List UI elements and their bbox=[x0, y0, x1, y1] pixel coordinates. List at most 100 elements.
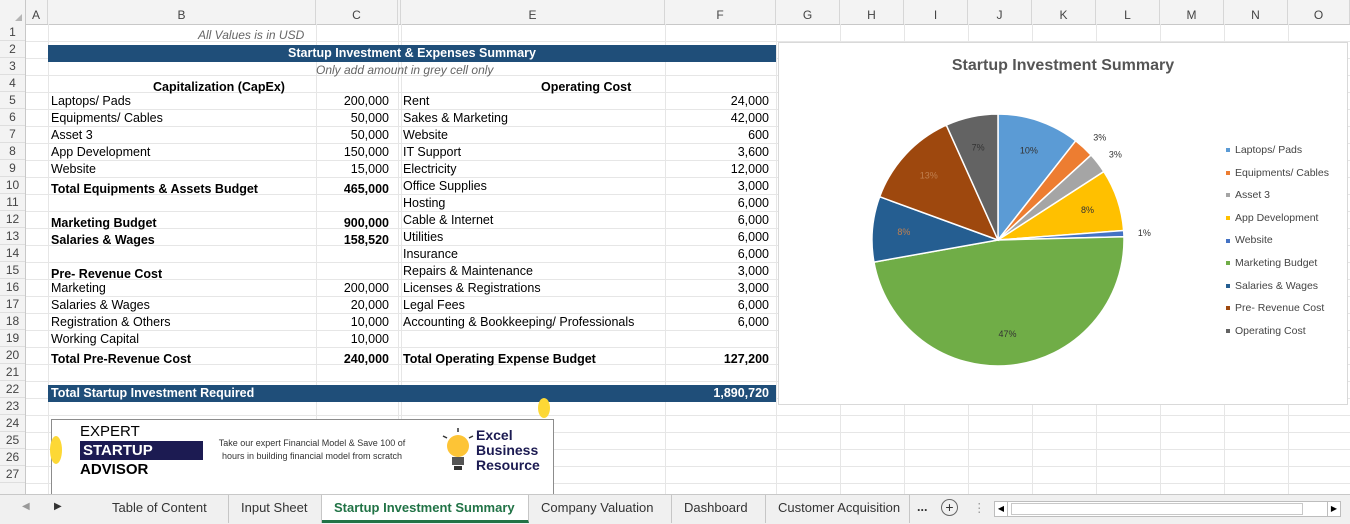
sheet-tab[interactable]: Startup Investment Summary bbox=[322, 495, 529, 523]
opex-item-value[interactable]: 6,000 bbox=[737, 196, 769, 210]
row-header-cell[interactable]: 6 bbox=[0, 109, 25, 126]
sheet-tab[interactable]: Table of Content bbox=[100, 495, 229, 523]
opex-item-value[interactable]: 42,000 bbox=[730, 111, 769, 125]
capex-item-value[interactable]: 15,000 bbox=[350, 162, 389, 176]
row-header-cell[interactable]: 4 bbox=[0, 75, 25, 92]
opex-total-value[interactable]: 127,200 bbox=[723, 352, 769, 366]
pie-data-label: 1% bbox=[1138, 228, 1151, 238]
gridline-horizontal bbox=[25, 466, 1350, 467]
salaries-value[interactable]: 158,520 bbox=[343, 233, 389, 247]
scrollbar-left-icon[interactable]: ◀ bbox=[995, 502, 1008, 516]
opex-item-value[interactable]: 6,000 bbox=[737, 298, 769, 312]
sheet-tab[interactable]: Dashboard bbox=[672, 495, 766, 523]
row-header-cell[interactable]: 23 bbox=[0, 398, 25, 415]
scrollbar-right-icon[interactable]: ▶ bbox=[1327, 502, 1340, 516]
promo-banner[interactable]: EXPERT STARTUP ADVISOR Take our expert F… bbox=[51, 419, 554, 496]
row-header-cell[interactable]: 7 bbox=[0, 126, 25, 143]
capex-item-value[interactable]: 50,000 bbox=[350, 111, 389, 125]
row-header-cell[interactable]: 10 bbox=[0, 177, 25, 194]
row-header-cell[interactable]: 5 bbox=[0, 92, 25, 109]
sheet-tab[interactable]: Customer Acquisition bbox=[766, 495, 910, 523]
row-header-cell[interactable]: 13 bbox=[0, 228, 25, 245]
more-tabs[interactable]: ... bbox=[917, 500, 928, 514]
capex-total-value[interactable]: 465,000 bbox=[343, 182, 389, 196]
row-header-cell[interactable]: 18 bbox=[0, 313, 25, 330]
capex-item-value[interactable]: 200,000 bbox=[343, 94, 389, 108]
capex-item-value[interactable]: 50,000 bbox=[350, 128, 389, 142]
row-header-cell[interactable]: 17 bbox=[0, 296, 25, 313]
row-header-cell[interactable]: 1 bbox=[0, 24, 25, 41]
row-header-cell[interactable]: 12 bbox=[0, 211, 25, 228]
column-header-cell[interactable]: J bbox=[968, 0, 1032, 24]
sheet-tab[interactable]: Input Sheet bbox=[229, 495, 322, 523]
row-header-cell[interactable]: 8 bbox=[0, 143, 25, 160]
legend-entry: Laptops/ Pads bbox=[1226, 143, 1302, 157]
marketing-budget-value[interactable]: 900,000 bbox=[343, 216, 389, 230]
opex-item-value[interactable]: 6,000 bbox=[737, 247, 769, 261]
scrollbar-thumb[interactable] bbox=[1011, 503, 1303, 515]
pie-slice[interactable] bbox=[997, 113, 1077, 243]
column-header-cell[interactable]: L bbox=[1096, 0, 1160, 24]
row-header-cell[interactable]: 26 bbox=[0, 449, 25, 466]
pie-slice[interactable] bbox=[873, 236, 1125, 367]
column-header-cell[interactable]: F bbox=[665, 0, 776, 24]
split-handle-icon[interactable]: ⋮ bbox=[973, 501, 986, 515]
add-sheet-icon[interactable]: + bbox=[941, 499, 958, 516]
column-header-cell[interactable] bbox=[398, 0, 401, 24]
row-header-cell[interactable]: 9 bbox=[0, 160, 25, 177]
opex-item-value[interactable]: 3,000 bbox=[737, 179, 769, 193]
horizontal-scrollbar[interactable]: ◀ ▶ bbox=[994, 501, 1341, 517]
row-header-cell[interactable]: 11 bbox=[0, 194, 25, 211]
row-header-cell[interactable]: 2 bbox=[0, 41, 25, 58]
legend-label: Asset 3 bbox=[1235, 189, 1271, 202]
row-header-cell[interactable]: 14 bbox=[0, 245, 25, 262]
row-header-cell[interactable]: 3 bbox=[0, 58, 25, 75]
opex-item-value[interactable]: 3,600 bbox=[737, 145, 769, 159]
row-header-cell[interactable]: 19 bbox=[0, 330, 25, 347]
prerev-item-value[interactable]: 20,000 bbox=[350, 298, 389, 312]
row-header-cell[interactable]: 24 bbox=[0, 415, 25, 432]
opex-item-value[interactable]: 600 bbox=[748, 128, 769, 142]
prerev-item-value[interactable]: 10,000 bbox=[350, 315, 389, 329]
column-header-cell[interactable]: B bbox=[48, 0, 316, 24]
column-header-cell[interactable]: M bbox=[1160, 0, 1224, 24]
opex-item-value[interactable]: 3,000 bbox=[737, 264, 769, 278]
capex-item-value[interactable]: 150,000 bbox=[343, 145, 389, 159]
opex-item-value[interactable]: 6,000 bbox=[737, 230, 769, 244]
pie-slice[interactable] bbox=[878, 124, 1000, 242]
column-header-cell[interactable]: G bbox=[776, 0, 840, 24]
opex-item-value[interactable]: 6,000 bbox=[737, 315, 769, 329]
column-header-cell[interactable]: E bbox=[401, 0, 665, 24]
prerev-total-value[interactable]: 240,000 bbox=[343, 352, 389, 366]
legend-swatch bbox=[1226, 216, 1230, 221]
opex-item-value[interactable]: 12,000 bbox=[730, 162, 769, 176]
row-header-cell[interactable]: 16 bbox=[0, 279, 25, 296]
column-header-cell[interactable]: A bbox=[25, 0, 48, 24]
pie-slice[interactable] bbox=[945, 113, 999, 241]
row-header-cell[interactable]: 25 bbox=[0, 432, 25, 449]
column-header-cell[interactable]: C bbox=[316, 0, 398, 24]
column-header-cell[interactable]: N bbox=[1224, 0, 1288, 24]
row-header-cell[interactable]: 22 bbox=[0, 381, 25, 398]
row-header-cell[interactable]: 21 bbox=[0, 364, 25, 381]
opex-item-value[interactable]: 3,000 bbox=[737, 281, 769, 295]
select-all-corner[interactable] bbox=[0, 0, 26, 24]
row-header-cell[interactable]: 27 bbox=[0, 466, 25, 483]
legend-entry: Website bbox=[1226, 233, 1273, 247]
prerev-item-value[interactable]: 200,000 bbox=[343, 281, 389, 295]
opex-item-value[interactable]: 24,000 bbox=[730, 94, 769, 108]
column-header-cell[interactable]: K bbox=[1032, 0, 1096, 24]
scroll-left-icon[interactable]: ◀ bbox=[22, 501, 30, 512]
prerev-item-value[interactable]: 10,000 bbox=[350, 332, 389, 346]
column-header-cell[interactable]: H bbox=[840, 0, 904, 24]
grand-total-band: Total Startup Investment Required 1,890,… bbox=[48, 385, 776, 402]
row-header-cell[interactable]: 15 bbox=[0, 262, 25, 279]
column-header-cell[interactable]: O bbox=[1288, 0, 1350, 24]
sheet-tab[interactable]: Company Valuation bbox=[529, 495, 672, 523]
grand-total-value[interactable]: 1,890,720 bbox=[713, 386, 769, 400]
scroll-right-icon[interactable]: ▶ bbox=[54, 501, 62, 512]
sheet-title: Startup Investment & Expenses Summary bbox=[288, 46, 536, 60]
column-header-cell[interactable]: I bbox=[904, 0, 968, 24]
opex-item-value[interactable]: 6,000 bbox=[737, 213, 769, 227]
row-header-cell[interactable]: 20 bbox=[0, 347, 25, 364]
